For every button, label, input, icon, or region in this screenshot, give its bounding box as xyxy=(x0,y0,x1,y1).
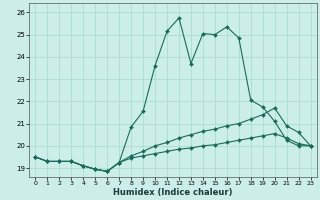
X-axis label: Humidex (Indice chaleur): Humidex (Indice chaleur) xyxy=(113,188,233,197)
